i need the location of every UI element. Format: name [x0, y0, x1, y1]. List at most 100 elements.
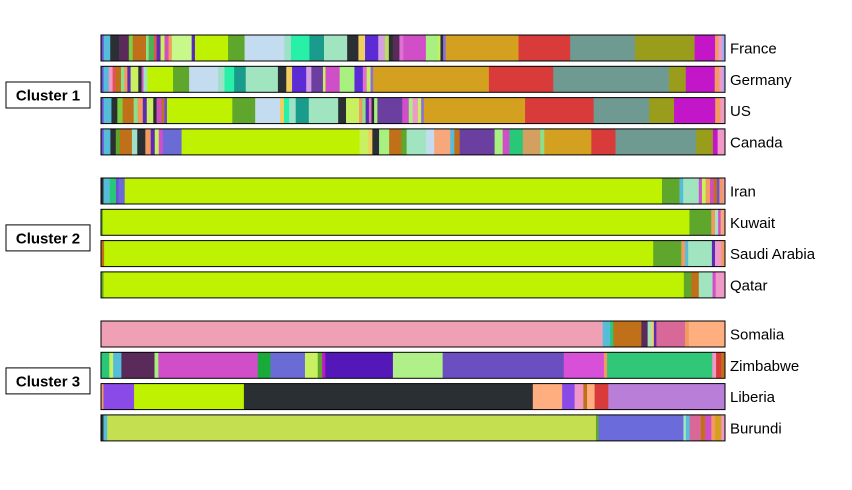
bar-outline-saudi-arabia [100, 240, 726, 268]
bar-segment-saudi-arabia-8 [721, 240, 726, 267]
bar-segment-us-15 [255, 97, 281, 124]
bar-segment-liberia-5 [562, 383, 575, 410]
bar-segment-iran-15 [719, 178, 724, 204]
bar-segment-france-24 [365, 35, 379, 61]
bar-segment-iran-14 [716, 178, 720, 204]
country-label-kuwait: Kuwait [730, 215, 776, 232]
bar-segment-zimbabwe-4 [154, 352, 159, 379]
bar-segment-germany-6 [124, 66, 128, 93]
bar-segment-burundi-0 [101, 414, 104, 441]
bar-segment-iran-11 [705, 178, 711, 204]
labels-layer: France Germany US Canada Iran Kuwait Saudi Ara… [730, 41, 816, 438]
bar-outline-france [100, 34, 726, 62]
bar-segment-us-29 [377, 97, 403, 124]
bar-segment-us-4 [122, 97, 135, 124]
bar-segment-us-39 [674, 97, 716, 124]
bar-segment-qatar-3 [691, 271, 700, 298]
bar-segment-canada-24 [459, 128, 495, 155]
bar-segment-liberia-9 [594, 383, 609, 410]
bar-segment-zimbabwe-1 [109, 352, 114, 379]
bar-segment-canada-15 [372, 128, 380, 155]
bar-segment-burundi-12 [721, 414, 726, 441]
bar-segment-burundi-6 [685, 414, 690, 441]
bar-segment-qatar-6 [715, 271, 726, 298]
bar-segment-germany-25 [325, 66, 341, 93]
bar-segment-burundi-1 [103, 414, 108, 441]
bar-segment-canada-6 [137, 128, 146, 155]
bar-segment-zimbabwe-19 [721, 352, 726, 379]
bar-segment-somalia-7 [653, 321, 657, 347]
bar-segment-zimbabwe-18 [716, 352, 722, 379]
bar-segment-us-35 [423, 97, 526, 124]
bar-segment-liberia-1 [103, 383, 135, 410]
bar-segment-france-22 [347, 35, 359, 61]
bar-segment-iran-7 [679, 178, 684, 204]
bar-segment-germany-8 [130, 66, 139, 93]
bar-segment-us-25 [365, 97, 370, 124]
bar-segment-us-28 [374, 97, 378, 124]
country-label-saudi-arabia: Saudi Arabia [730, 246, 816, 263]
bar-segment-kuwait-2 [689, 209, 712, 236]
bar-segment-germany-18 [245, 66, 279, 93]
bar-segment-canada-34 [712, 128, 718, 155]
bar-segment-us-2 [111, 97, 118, 124]
bar-segment-liberia-10 [608, 383, 726, 410]
bar-segment-us-14 [232, 97, 256, 124]
bar-segment-france-36 [518, 35, 571, 61]
bar-segment-germany-20 [286, 66, 293, 93]
bar-segment-germany-37 [719, 66, 724, 93]
bar-segment-us-21 [338, 97, 347, 124]
bar-segment-somalia-9 [685, 321, 690, 347]
bar-segment-canada-2 [110, 128, 117, 155]
bar-segment-us-36 [525, 97, 595, 124]
bar-segment-saudi-arabia-4 [685, 240, 689, 267]
bar-segment-somalia-6 [651, 321, 655, 347]
bar-segment-liberia-3 [243, 383, 534, 410]
bar-segment-us-38 [649, 97, 675, 124]
bar-segment-saudi-arabia-1 [104, 240, 654, 267]
bar-segment-iran-6 [661, 178, 680, 204]
bar-segment-canada-9 [154, 128, 160, 155]
bar-segment-france-19 [290, 35, 310, 61]
cluster-box-1 [5, 81, 91, 109]
bar-segment-zimbabwe-3 [121, 352, 155, 379]
bar-france [100, 34, 726, 62]
bar-segment-burundi-11 [715, 414, 722, 441]
bar-segment-iran-4 [118, 178, 126, 204]
bar-segment-us-18 [289, 97, 297, 124]
cluster-text-2: Cluster 2 [16, 230, 80, 247]
bar-segment-canada-33 [696, 128, 714, 155]
bar-segment-iran-3 [115, 178, 119, 204]
bar-segment-qatar-1 [103, 271, 685, 298]
bar-segment-canada-11 [162, 128, 182, 155]
bar-segment-germany-12 [147, 66, 174, 93]
bar-segment-france-37 [570, 35, 636, 61]
clusters-layer: Cluster 1 Cluster 2 Cluster 3 [5, 81, 91, 395]
country-label-us: US [730, 103, 751, 120]
bar-segment-canada-17 [389, 128, 402, 155]
bar-segment-us-13 [166, 97, 233, 124]
country-label-somalia: Somalia [730, 327, 785, 344]
bar-segment-us-0 [101, 97, 104, 124]
cluster-label-2: Cluster 2 [5, 224, 91, 252]
bar-segment-france-13 [171, 35, 192, 61]
bar-segment-somalia-5 [647, 321, 652, 347]
bar-segment-germany-34 [669, 66, 687, 93]
bar-us [100, 97, 726, 125]
bar-segment-france-8 [153, 35, 157, 61]
bar-segment-kuwait-6 [720, 209, 726, 236]
bar-segment-liberia-7 [583, 383, 588, 410]
bar-segment-us-34 [421, 97, 425, 124]
bar-segment-zimbabwe-5 [158, 352, 259, 379]
bar-outline-kuwait [100, 208, 726, 236]
bar-segment-germany-27 [354, 66, 364, 93]
bar-segment-france-33 [440, 35, 444, 61]
bar-saudi-arabia [100, 240, 726, 268]
bar-segment-us-11 [161, 97, 165, 124]
bar-segment-canada-26 [502, 128, 510, 155]
bar-segment-somalia-4 [641, 321, 648, 347]
bar-segment-france-27 [388, 35, 394, 61]
bar-segment-canada-3 [115, 128, 121, 155]
bar-segment-saudi-arabia-0 [101, 240, 105, 267]
bar-segment-kuwait-3 [711, 209, 716, 236]
